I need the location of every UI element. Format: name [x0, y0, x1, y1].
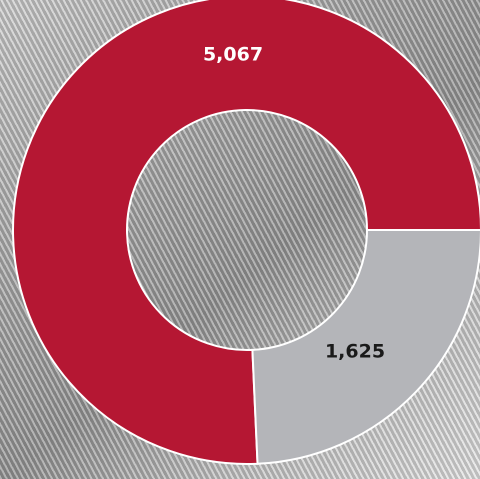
- value-label: 5,067: [203, 44, 263, 66]
- donut-segment: [12, 0, 480, 465]
- value-label: 1,625: [325, 341, 385, 363]
